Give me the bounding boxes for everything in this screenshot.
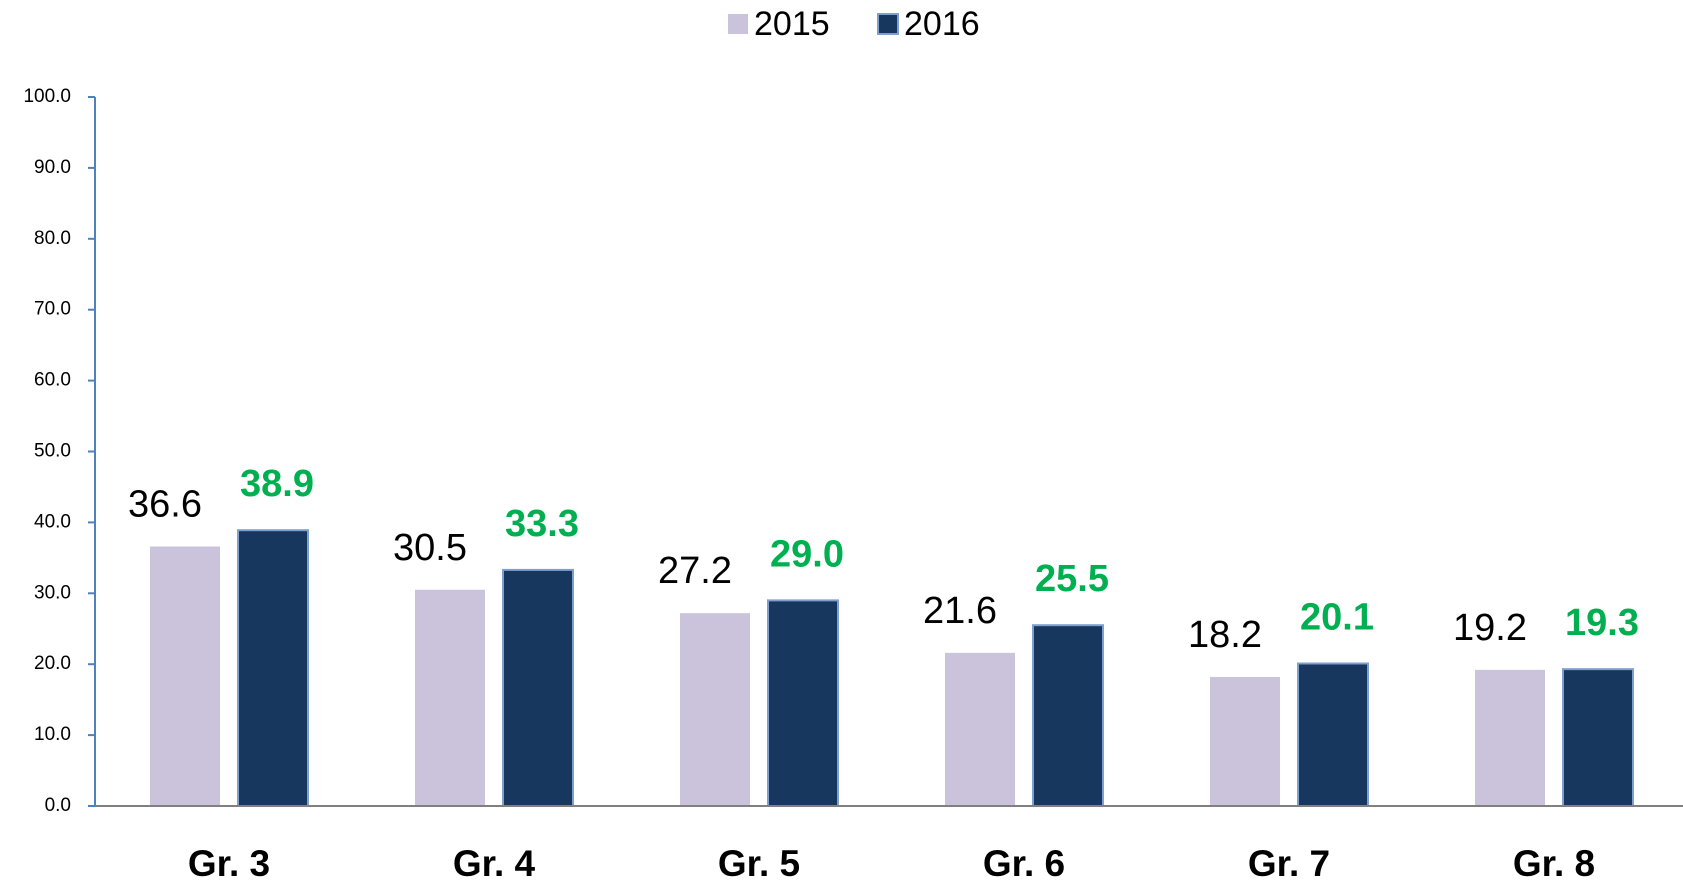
legend-label: 2015 — [754, 5, 830, 43]
x-tick-label: Gr. 7 — [1248, 843, 1330, 884]
data-label: 30.5 — [393, 527, 467, 569]
x-tick-label: Gr. 5 — [718, 843, 800, 884]
bar — [945, 652, 1015, 806]
data-label: 38.9 — [240, 463, 314, 505]
bar — [1210, 676, 1280, 806]
legend-label: 2016 — [904, 5, 980, 43]
data-label: 21.6 — [923, 590, 997, 632]
x-tick-label: Gr. 8 — [1513, 843, 1595, 884]
y-tick-label: 100.0 — [23, 86, 71, 107]
y-tick-label: 50.0 — [34, 441, 71, 462]
y-tick-label: 30.0 — [34, 582, 71, 603]
bar — [415, 589, 485, 806]
data-label: 19.3 — [1565, 602, 1639, 644]
legend-swatch — [877, 13, 899, 35]
y-tick-label: 60.0 — [34, 370, 71, 391]
data-label: 25.5 — [1035, 558, 1109, 600]
bar — [237, 529, 309, 807]
x-tick-label: Gr. 4 — [453, 843, 536, 884]
y-tick-label: 80.0 — [34, 228, 71, 249]
y-tick-label: 70.0 — [34, 299, 71, 320]
x-tick-label: Gr. 6 — [983, 843, 1065, 884]
data-label: 33.3 — [505, 503, 579, 545]
y-tick-label: 40.0 — [34, 511, 71, 532]
legend-swatch — [728, 14, 748, 34]
x-tick-label: Gr. 3 — [188, 843, 270, 884]
bar — [1032, 624, 1104, 808]
bar — [767, 599, 839, 808]
y-tick-label: 0.0 — [45, 795, 71, 816]
data-label: 19.2 — [1453, 607, 1527, 649]
data-label: 29.0 — [770, 533, 844, 575]
y-tick-label: 90.0 — [34, 157, 71, 178]
bar — [1562, 668, 1634, 808]
y-tick-label: 10.0 — [34, 724, 71, 745]
bar — [1475, 669, 1545, 806]
bar — [502, 568, 574, 808]
y-tick-label: 20.0 — [34, 653, 71, 674]
bar — [680, 613, 750, 806]
bar — [150, 546, 220, 806]
data-label: 18.2 — [1188, 614, 1262, 656]
data-label: 36.6 — [128, 484, 202, 526]
data-label: 20.1 — [1300, 597, 1374, 639]
bar — [1297, 662, 1369, 808]
data-label: 27.2 — [658, 550, 732, 592]
